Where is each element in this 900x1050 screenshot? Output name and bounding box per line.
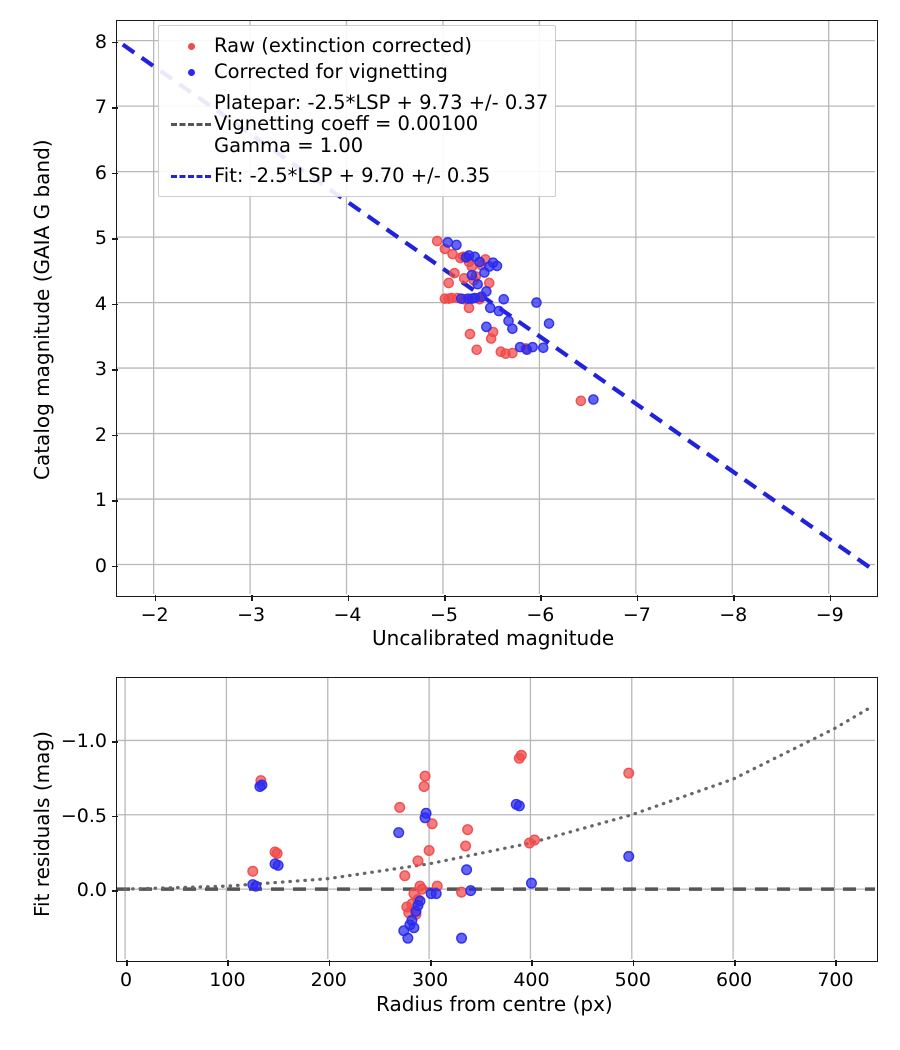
top-plot-ytick-label: 1 — [94, 489, 107, 512]
legend-label-corrected: Corrected for vignetting — [214, 60, 448, 84]
top-plot-ytick-label: 0 — [94, 554, 107, 577]
residuals-plot-ytick-mark — [112, 815, 118, 818]
residuals-plot-xtick-mark — [328, 960, 331, 966]
residuals-plot-ytick-mark — [112, 741, 118, 744]
residuals-plot-xtick-label: 500 — [614, 969, 651, 991]
residuals-plot-xtick-mark — [734, 960, 736, 966]
top-plot-xtick-mark — [154, 595, 157, 601]
top-plot-xtick-mark — [251, 595, 253, 601]
top-plot-ylabel: Catalog magnitude (GAIA G band) — [30, 139, 54, 480]
top-plot-xtick-label: −6 — [526, 604, 555, 626]
top-plot-xtick-label: −7 — [622, 604, 651, 626]
top-plot-ytick-label: 3 — [94, 358, 107, 381]
top-plot-xlabel: Uncalibrated magnitude — [372, 626, 615, 650]
legend-label-platepar-line3: Gamma = 1.00 — [214, 133, 364, 157]
residuals-plot-xtick-mark — [126, 960, 128, 966]
legend-marker-fit-icon — [168, 174, 214, 178]
top-plot-ytick-mark — [112, 500, 118, 502]
residuals-plot-ytick-label: −0.5 — [60, 804, 107, 827]
residuals-plot-xtick-label: 600 — [715, 969, 753, 991]
top-plot-canvas — [117, 21, 875, 594]
residuals-plot-xtick-label: 0 — [120, 969, 133, 991]
top-plot-ytick-mark — [112, 41, 118, 44]
residuals-plot-ytick-label: 0.0 — [76, 879, 107, 902]
top-plot-xtick-mark — [636, 595, 639, 601]
residuals-plot-xlabel: Radius from centre (px) — [376, 992, 613, 1016]
legend-marker-raw-icon — [168, 42, 214, 50]
residuals-plot-ytick-label: −1.0 — [60, 730, 107, 753]
top-plot-ytick-label: 6 — [94, 161, 107, 184]
legend-item-raw: Raw (extinction corrected) — [168, 33, 545, 59]
top-plot-ytick-label: 2 — [94, 423, 107, 446]
top-plot-ytick-mark — [112, 434, 118, 437]
residuals-plot-xtick-mark — [531, 960, 534, 966]
residuals-plot-xtick-label: 100 — [209, 969, 246, 991]
top-plot-ytick-label: 7 — [94, 96, 107, 119]
top-plot-ytick-mark — [112, 107, 118, 109]
residuals-plot-ytick-mark — [112, 890, 118, 892]
top-plot-ytick-mark — [112, 369, 118, 371]
legend-label-raw: Raw (extinction corrected) — [214, 34, 472, 58]
legend-label-platepar-line2: Vignetting coeff = 0.00100 — [214, 112, 479, 136]
top-plot-xtick-mark — [443, 595, 446, 601]
top-plot-ytick-label: 4 — [94, 292, 107, 315]
residuals-plot-xtick-mark — [430, 960, 432, 966]
top-plot-xtick-mark — [733, 595, 735, 601]
residuals-plot-xtick-label: 300 — [411, 969, 449, 991]
residuals-plot-xtick-mark — [835, 960, 838, 966]
residuals-plot-xtick-mark — [632, 960, 635, 966]
top-plot-xtick-label: −9 — [815, 604, 844, 626]
top-plot-xtick-mark — [829, 595, 832, 601]
top-plot-ytick-mark — [112, 565, 118, 568]
top-plot-ytick-label: 5 — [94, 227, 107, 250]
top-plot-ytick-mark — [112, 172, 118, 175]
top-plot-ytick-label: 8 — [94, 30, 107, 53]
residuals-plot-xtick-label: 400 — [513, 969, 550, 991]
top-plot-xtick-label: −2 — [140, 604, 169, 626]
top-plot-xtick-mark — [540, 595, 542, 601]
top-plot-ytick-mark — [112, 303, 118, 306]
residuals-plot-ylabel: Fit residuals (mag) — [30, 731, 54, 917]
legend-item-fit: Fit: -2.5*LSP + 9.70 +/- 0.35 — [168, 163, 545, 189]
legend-label-platepar-line1: Platepar: -2.5*LSP + 9.73 +/- 0.37 — [214, 91, 549, 115]
legend-label-fit: Fit: -2.5*LSP + 9.70 +/- 0.35 — [214, 164, 491, 188]
top-plot-xtick-label: −3 — [237, 604, 266, 626]
residuals-plot-xtick-label: 200 — [310, 969, 347, 991]
top-plot-xtick-label: −4 — [333, 604, 362, 626]
residuals-plot-xtick-mark — [227, 960, 230, 966]
legend-item-corrected: Corrected for vignetting — [168, 59, 545, 85]
legend-marker-corrected-icon — [168, 68, 214, 76]
top-plot-ytick-mark — [112, 238, 118, 240]
legend-marker-platepar-icon — [168, 122, 214, 126]
residuals-plot-xtick-label: 700 — [817, 969, 854, 991]
legend: Raw (extinction corrected) Corrected for… — [158, 25, 556, 197]
residuals-plot-canvas — [117, 678, 875, 959]
residuals-plot-axes — [116, 677, 878, 962]
legend-item-platepar: Platepar: -2.5*LSP + 9.73 +/- 0.37 Vigne… — [168, 85, 549, 163]
top-plot-xtick-label: −8 — [719, 604, 748, 626]
top-plot-xtick-label: −5 — [429, 604, 458, 626]
top-plot-xtick-mark — [347, 595, 350, 601]
